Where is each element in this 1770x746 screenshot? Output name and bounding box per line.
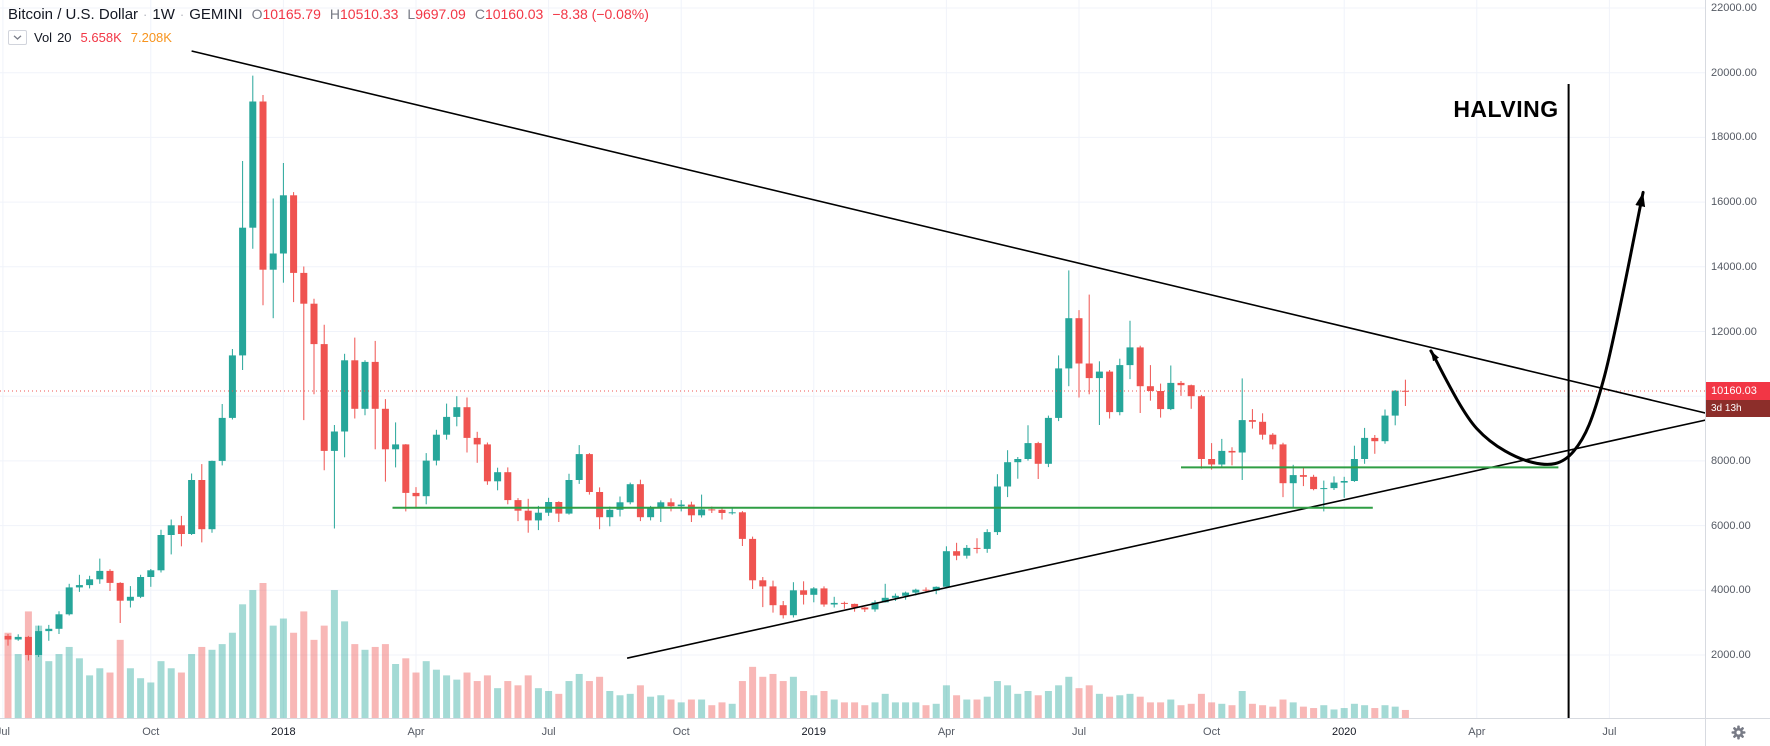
ascending-trendline[interactable] [626,419,1705,659]
price-tick-label: 14000.00 [1711,260,1757,273]
volume-indicator-row: Vol 20 5.658K 7.208K [8,30,649,45]
price-tick-label: 18000.00 [1711,131,1757,144]
collapse-indicator-button[interactable] [8,30,27,45]
change-value: −8.38 (−0.08%) [552,6,649,22]
price-tick-label: 16000.00 [1711,196,1757,209]
open-value: 10165.79 [262,6,321,22]
interval-label[interactable]: 1W [152,6,175,23]
volume-ma-value: 7.208K [130,30,172,45]
axis-settings-corner [1705,718,1770,746]
time-tick-month-label: Oct [1203,726,1221,738]
price-tick-label: 2000.00 [1711,649,1751,661]
current-price-value: 10160.03 [1711,385,1757,397]
chevron-down-icon [13,35,22,40]
time-tick-month-label: Apr [407,726,425,738]
time-tick-year-label: 2018 [271,726,296,738]
time-axis[interactable]: Jul Oct 2018 Apr Jul Oct 2019 Apr Jul Oct 2020 Apr J… [0,718,1705,746]
indicator-name[interactable]: Vol [34,30,53,45]
time-tick-month-label: Oct [672,726,690,738]
low-label: L [407,6,416,22]
price-tick-label: 22000.00 [1711,2,1757,14]
bar-countdown-value: 3d 13h [1711,403,1742,414]
open-reading: O10165.79 [252,6,321,23]
chart-pane[interactable]: HALVING Bitcoin / U.S. Dollar · 1W · GEM… [0,0,1705,718]
volume-layer [4,583,1409,718]
time-tick-year-label: 2019 [801,726,827,738]
price-tick-label: 20000.00 [1711,66,1757,79]
halving-annotation[interactable]: HALVING [1453,96,1559,122]
high-label: H [329,6,340,22]
gear-icon[interactable] [1731,725,1746,740]
time-tick-month-label: Apr [937,726,955,738]
legend: Bitcoin / U.S. Dollar · 1W · GEMINI O101… [8,6,649,45]
time-tick-month-label: Apr [1468,726,1486,738]
price-axis[interactable]: 10160.03 3d 13h 22000.00 20000.00 18000.00… [1705,0,1770,718]
exchange-label[interactable]: GEMINI [189,6,243,23]
indicator-length: 20 [57,30,72,45]
time-tick-year-label: 2020 [1331,726,1357,738]
price-chart[interactable] [0,0,1705,718]
time-tick-month-label: Oct [142,726,160,738]
symbol-title[interactable]: Bitcoin / U.S. Dollar [8,6,139,23]
time-tick-month-label: Jul [0,726,10,738]
low-value: 9697.09 [415,6,466,22]
close-label: C [474,6,485,22]
price-tick-label: 12000.00 [1711,325,1757,338]
close-reading: C10160.03 [475,6,544,23]
open-label: O [251,6,263,22]
time-tick-month-label: Jul [1602,726,1617,738]
close-value: 10160.03 [484,6,544,22]
current-price-badge: 10160.03 [1706,382,1770,400]
separator-dot: · [143,7,148,22]
low-reading: L9697.09 [407,6,465,23]
time-tick-month-label: Jul [1071,726,1087,738]
price-tick-label: 8000.00 [1711,454,1751,467]
symbol-legend-row: Bitcoin / U.S. Dollar · 1W · GEMINI O101… [8,6,649,23]
bar-countdown-badge: 3d 13h [1706,400,1770,417]
high-reading: H10510.33 [330,6,399,23]
candles-layer [4,75,1409,661]
projection-arrow[interactable] [1429,190,1646,466]
volume-value: 5.658K [80,30,122,45]
time-tick-month-label: Jul [541,726,556,738]
price-tick-label: 6000.00 [1711,519,1751,532]
high-value: 10510.33 [340,6,399,22]
price-tick-label: 4000.00 [1711,584,1751,597]
separator-dot: · [179,7,185,22]
